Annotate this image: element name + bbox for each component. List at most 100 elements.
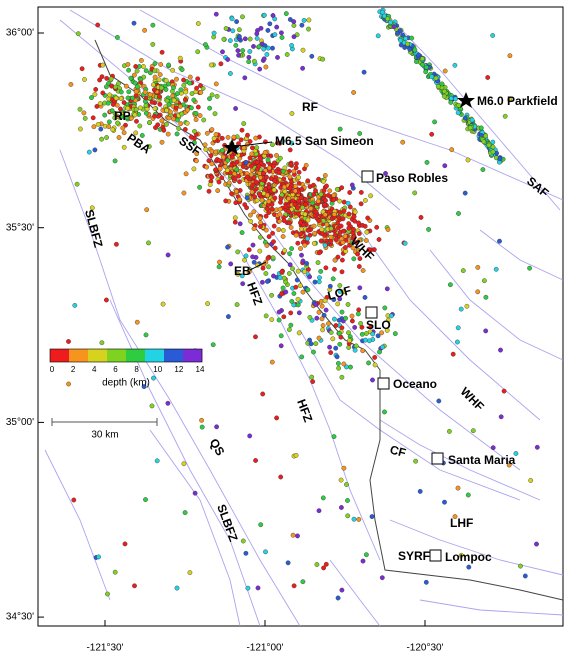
earthquake <box>227 71 233 76</box>
earthquake <box>225 134 231 140</box>
earthquake <box>204 164 210 170</box>
earthquake <box>247 433 253 439</box>
earthquake <box>244 174 250 180</box>
earthquake <box>291 302 297 308</box>
earthquake <box>288 310 294 316</box>
earthquake <box>134 84 140 90</box>
earthquake <box>194 151 200 157</box>
earthquake <box>272 178 278 184</box>
earthquake <box>289 298 295 304</box>
lat-label: 36°00' <box>6 28 34 39</box>
earthquake <box>220 49 225 55</box>
earthquake <box>89 95 94 101</box>
earthquake <box>195 21 201 26</box>
earthquake <box>342 233 348 239</box>
earthquake <box>423 64 429 70</box>
axes: 36°00' 35°30' 35°00' 34°30' -121°30' -121°00'… <box>6 28 444 654</box>
earthquake <box>455 325 461 331</box>
earthquake <box>126 67 132 73</box>
earthquake <box>232 219 238 225</box>
earthquake <box>331 211 337 217</box>
earthquake <box>249 151 255 157</box>
earthquake <box>104 297 109 303</box>
earthquake <box>356 307 362 313</box>
earthquake <box>338 223 344 229</box>
earthquake <box>341 465 347 471</box>
earthquake <box>355 311 361 317</box>
earthquake <box>462 190 468 196</box>
earthquake <box>280 234 286 239</box>
earthquake <box>234 159 240 165</box>
earthquake <box>338 505 344 510</box>
earthquake <box>233 43 239 48</box>
town-marker <box>431 452 444 465</box>
earthquake <box>183 89 189 95</box>
earthquake <box>213 81 219 87</box>
earthquake <box>288 225 294 230</box>
earthquake <box>279 291 284 297</box>
earthquake <box>381 13 387 19</box>
earthquake <box>270 255 276 261</box>
earthquake <box>452 514 458 519</box>
earthquake <box>207 182 213 188</box>
earthquake <box>418 214 424 220</box>
earthquake <box>453 96 458 102</box>
earthquake <box>112 158 118 164</box>
earthquake <box>218 61 224 67</box>
earthquake <box>139 133 145 138</box>
earthquake <box>182 510 188 515</box>
earthquake <box>339 374 345 380</box>
fault-label: RF <box>302 100 318 114</box>
earthquake <box>105 591 110 597</box>
earthquake <box>302 211 308 217</box>
earthquake <box>214 424 220 430</box>
earthquake <box>385 16 390 22</box>
earthquake <box>198 90 204 95</box>
earthquake <box>303 202 308 207</box>
earthquake <box>234 167 240 173</box>
colorbar-tick-label: 0 <box>50 365 55 374</box>
star <box>223 139 241 155</box>
earthquake <box>305 178 311 184</box>
earthquake <box>236 52 242 58</box>
earthquake <box>296 169 302 175</box>
earthquake <box>207 96 212 102</box>
earthquake <box>146 144 152 149</box>
earthquake <box>341 361 347 367</box>
earthquake <box>255 585 261 591</box>
earthquake <box>110 102 116 107</box>
earthquake <box>239 273 245 279</box>
earthquake <box>211 135 217 141</box>
earthquake <box>147 120 152 126</box>
earthquake <box>335 360 341 366</box>
earthquake <box>276 170 282 175</box>
earthquake <box>261 56 267 62</box>
colorbar-title: depth (km) <box>102 378 150 389</box>
earthquake <box>464 303 470 309</box>
earthquake <box>215 188 221 194</box>
earthquake <box>81 110 87 116</box>
earthquake <box>281 184 287 190</box>
earthquake <box>351 516 357 522</box>
earthquake <box>272 245 278 251</box>
earthquake <box>383 170 388 176</box>
earthquake <box>181 190 187 196</box>
earthquake <box>306 17 312 23</box>
earthquake <box>325 192 331 198</box>
earthquake <box>384 327 390 333</box>
earthquake <box>337 126 343 132</box>
earthquake <box>132 80 138 86</box>
town-marker <box>377 377 390 390</box>
earthquake <box>219 135 225 141</box>
earthquake <box>232 176 238 182</box>
earthquake <box>338 477 344 483</box>
colorbar-tick-label: 6 <box>113 365 118 374</box>
earthquake <box>304 261 310 266</box>
earthquake <box>174 76 179 82</box>
earthquake <box>300 579 306 585</box>
earthquake <box>265 255 271 261</box>
earthquake <box>240 538 246 544</box>
colorbar-tick-label: 14 <box>196 365 205 374</box>
earthquake <box>331 297 337 302</box>
earthquake <box>280 168 286 174</box>
